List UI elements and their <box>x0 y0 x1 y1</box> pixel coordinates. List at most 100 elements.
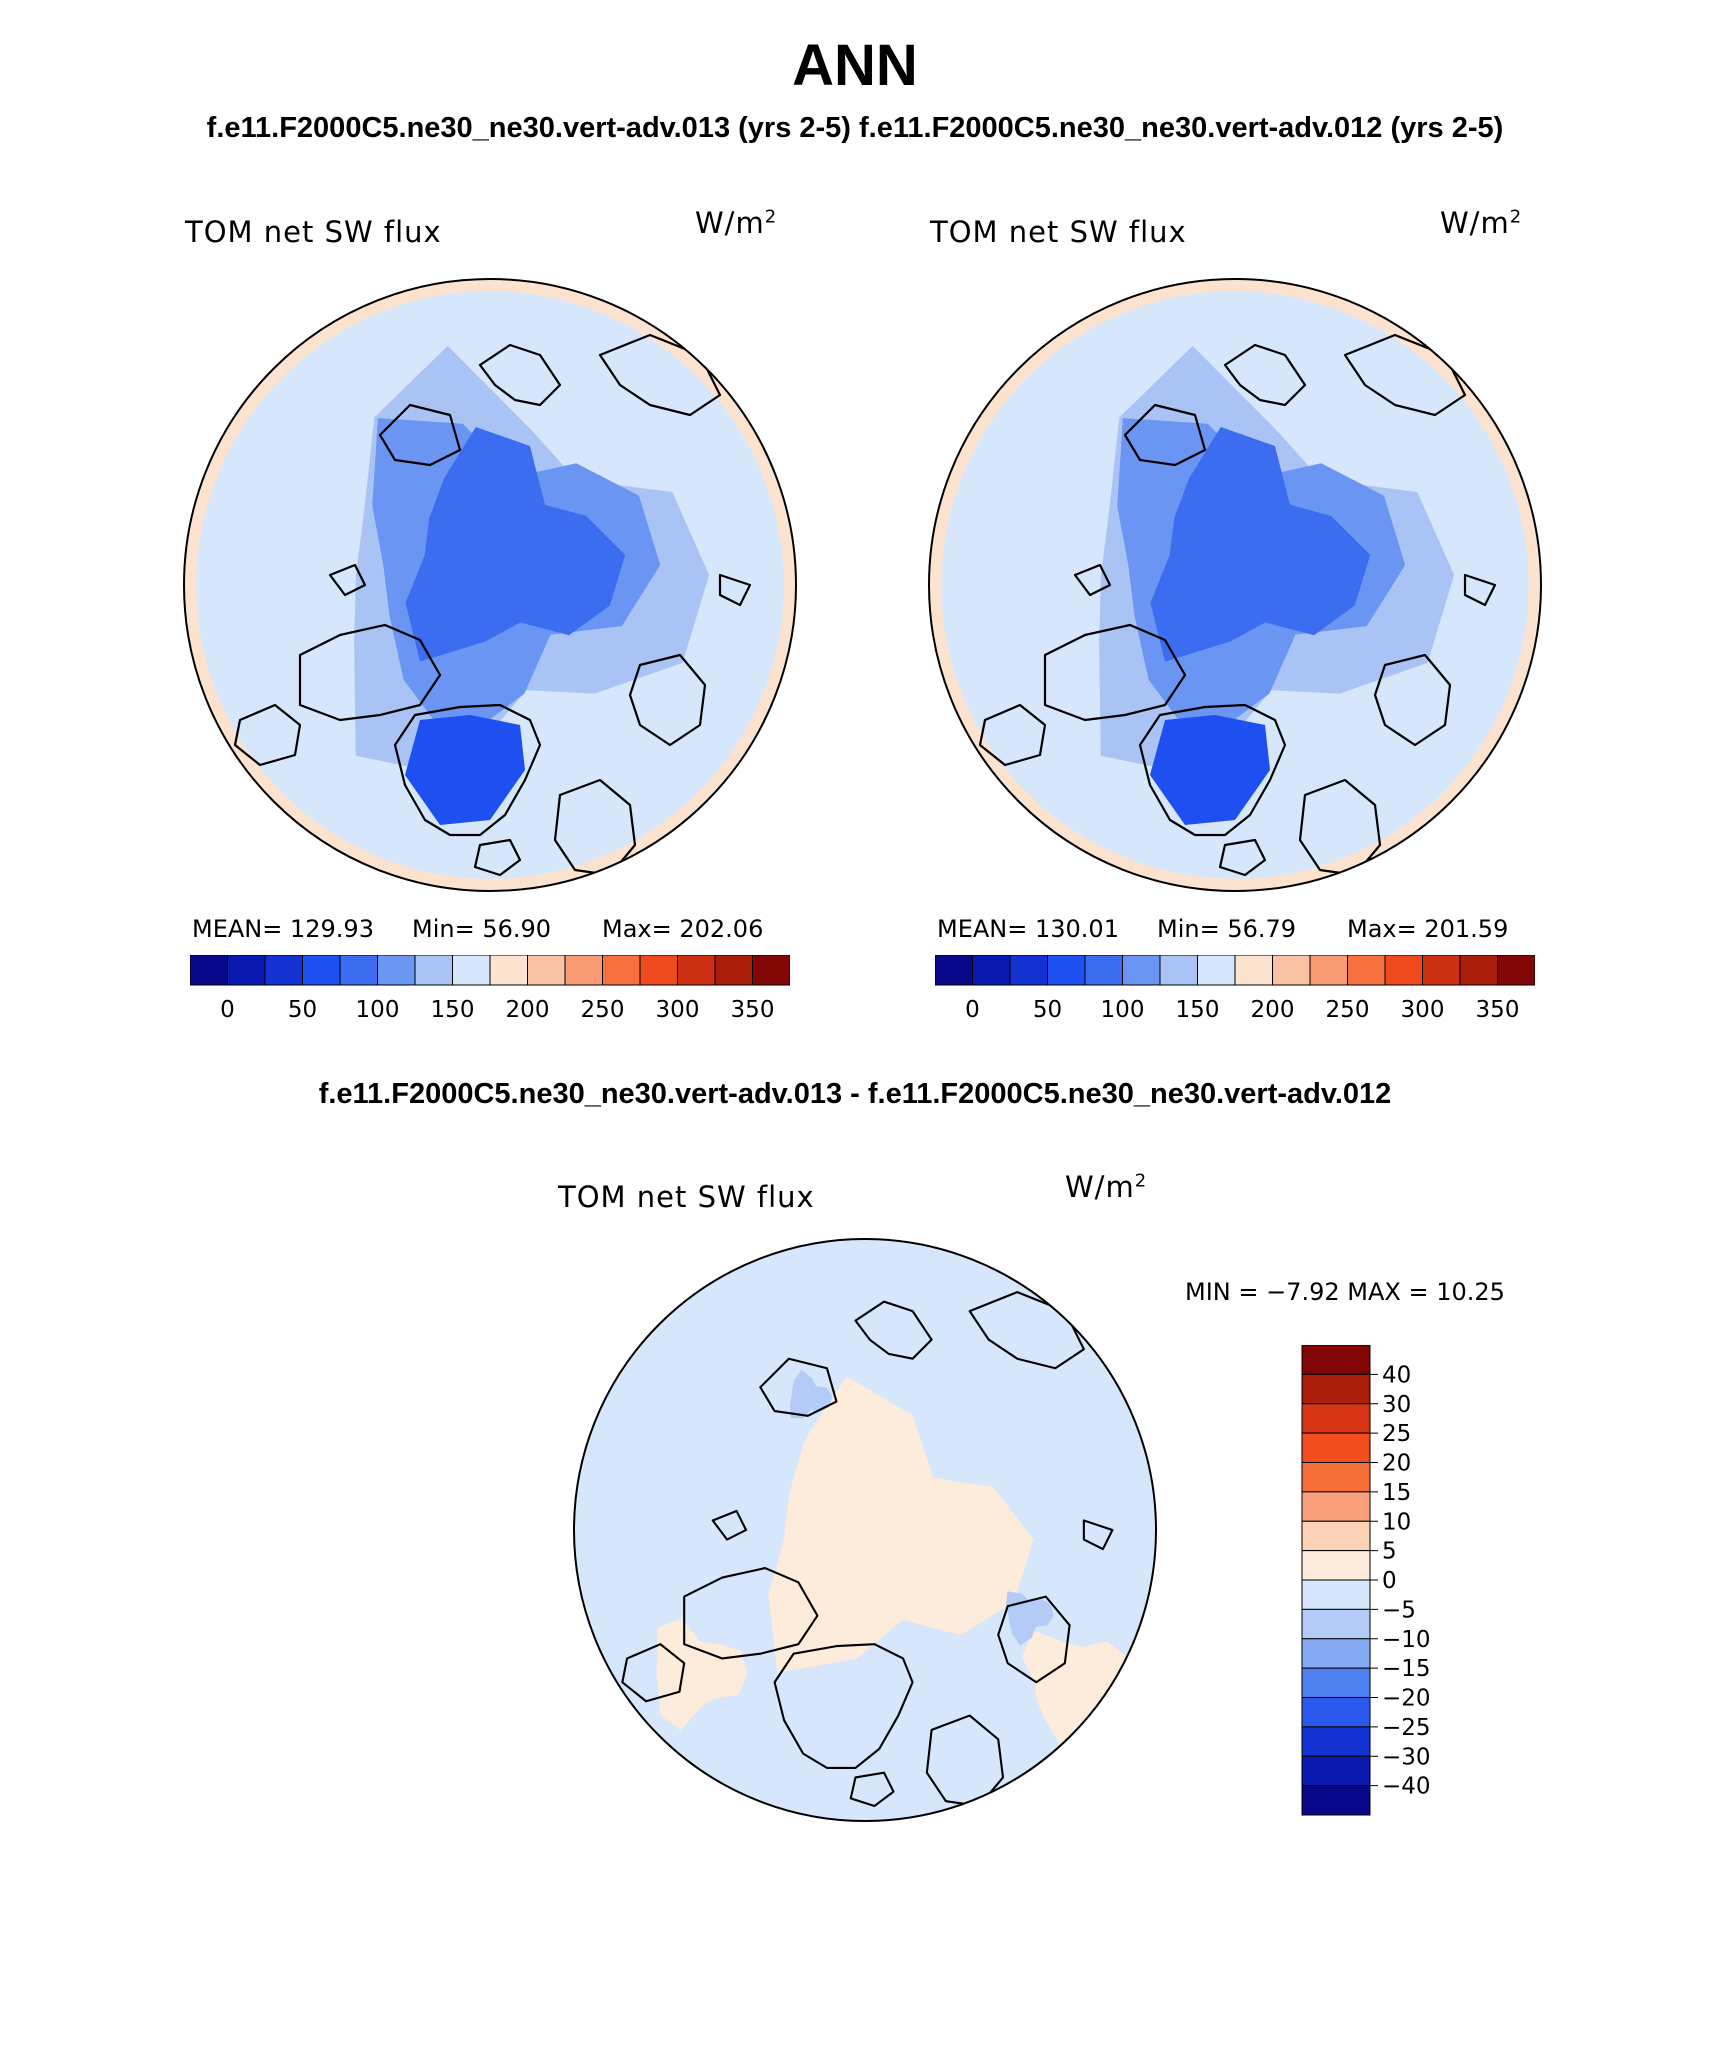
colorbar-swatch <box>264 955 303 986</box>
colorbar-tick-label: 10 <box>1382 1509 1411 1535</box>
colorbar-swatch <box>414 955 453 986</box>
colorbar-swatch <box>1301 1432 1371 1463</box>
panel1-polar-map <box>183 278 797 892</box>
panel1-colorbar: 0 50 100 150 200 250 300 350 <box>190 955 790 1023</box>
colorbar-swatch <box>1309 955 1348 986</box>
colorbar-tick-label: 20 <box>1382 1451 1411 1477</box>
colorbar-tick-label: 200 <box>506 997 550 1023</box>
coastline-outline <box>1343 333 1467 417</box>
colorbar-swatch <box>1234 955 1273 986</box>
colorbar-swatch <box>227 955 266 986</box>
coastline-outline <box>1073 563 1112 597</box>
colorbar-swatch <box>1301 1726 1371 1757</box>
colorbar-swatch <box>602 955 641 986</box>
colorbar-swatch <box>1301 1697 1371 1728</box>
panel2-min: Min= 56.79 <box>1157 915 1297 943</box>
field-band-50 <box>1150 715 1270 825</box>
colorbar-swatch <box>1301 1462 1371 1493</box>
coastline-outline <box>968 1291 1085 1370</box>
colorbar-swatch <box>1301 1755 1371 1787</box>
page-title: ANN <box>792 33 918 98</box>
coastline-outline <box>328 563 367 597</box>
panel1-max: Max= 202.06 <box>602 915 764 943</box>
coastline-outline <box>1082 1519 1114 1551</box>
colorbar-swatch <box>1459 955 1498 986</box>
colorbar-swatch <box>377 955 416 986</box>
colorbar-swatch <box>1301 1579 1371 1610</box>
colorbar-swatch <box>1301 1373 1371 1405</box>
diff-field-pos-3 <box>1022 1630 1134 1745</box>
colorbar-tick-label: 50 <box>1033 997 1062 1023</box>
colorbar-tick-label: 5 <box>1382 1539 1397 1565</box>
colorbar-tick-label: 0 <box>965 997 980 1023</box>
colorbar-swatch <box>1272 955 1311 986</box>
coastline-outline <box>233 703 302 767</box>
colorbar-tick-label: 30 <box>1382 1392 1411 1418</box>
coastline-outline <box>393 703 542 837</box>
colorbar-swatch <box>1301 1667 1371 1698</box>
colorbar-swatch <box>752 955 790 986</box>
coastline-outline <box>1373 653 1452 747</box>
coastline-outline <box>773 1643 914 1769</box>
coastline-outline <box>378 403 462 467</box>
coastline-outline <box>1223 343 1307 407</box>
coastline-outline <box>978 703 1047 767</box>
coastline-outline <box>854 1300 933 1360</box>
colorbar-tick-label: −20 <box>1382 1686 1431 1712</box>
colorbar-swatch <box>1159 955 1198 986</box>
colorbar-swatch <box>489 955 528 986</box>
colorbar-swatch <box>677 955 716 986</box>
difference-title: f.e11.F2000C5.ne30_ne30.vert-adv.013 - f… <box>318 1078 1392 1110</box>
colorbar-swatch <box>1497 955 1535 986</box>
colorbar-tick-label: 350 <box>1476 997 1520 1023</box>
coastline-outline <box>759 1357 838 1417</box>
map-boundary <box>928 278 1542 892</box>
field-band-75 <box>405 427 626 662</box>
diff-colorbar: 40 30 25 20 15 10 5 0 −5 −10 −15 −20 −25 −30 −40 <box>1301 1345 1431 1816</box>
colorbar-swatch <box>1084 955 1123 986</box>
colorbar-swatch <box>1301 1638 1371 1669</box>
colorbar-swatch <box>1301 1550 1371 1581</box>
colorbar-tick-label: 25 <box>1382 1421 1411 1447</box>
coastline-outline <box>1218 838 1267 877</box>
colorbar-swatch <box>935 955 973 986</box>
panel2-polar-map <box>928 278 1542 892</box>
colorbar-swatch <box>339 955 378 986</box>
coastline-outline <box>683 1567 819 1660</box>
panel2-mean: MEAN= 130.01 <box>937 915 1119 943</box>
colorbar-tick-label: 200 <box>1251 997 1295 1023</box>
map-boundary <box>573 1238 1157 1822</box>
colorbar-tick-label: −40 <box>1382 1774 1431 1800</box>
colorbar-swatch <box>564 955 603 986</box>
colorbar-tick-label: −30 <box>1382 1744 1431 1770</box>
colorbar-tick-label: −15 <box>1382 1656 1431 1682</box>
colorbar-swatch <box>639 955 678 986</box>
colorbar-swatch <box>1301 1345 1371 1375</box>
colorbar-swatch <box>1301 1491 1371 1522</box>
panel2-colorbar: 0 50 100 150 200 250 300 350 <box>935 955 1535 1023</box>
colorbar-tick-label: 350 <box>731 997 775 1023</box>
colorbar-tick-label: 0 <box>220 997 235 1023</box>
colorbar-swatch <box>1301 1403 1371 1434</box>
case-subtitle: f.e11.F2000C5.ne30_ne30.vert-adv.013 (yr… <box>206 112 1504 144</box>
coastline-outline <box>1463 573 1497 607</box>
map-boundary <box>183 278 797 892</box>
panel2-units: W/m2 <box>1440 206 1523 240</box>
colorbar-swatch <box>1047 955 1086 986</box>
colorbar-swatch <box>1009 955 1048 986</box>
colorbar-tick-label: 0 <box>1382 1568 1397 1594</box>
colorbar-tick-label: 15 <box>1382 1480 1411 1506</box>
colorbar-swatch <box>972 955 1011 986</box>
colorbar-swatch <box>1347 955 1386 986</box>
panel1-units: W/m2 <box>695 206 778 240</box>
colorbar-tick-label: 50 <box>288 997 317 1023</box>
panel1-variable-label: TOM net SW flux <box>185 215 442 249</box>
colorbar-swatch <box>527 955 566 986</box>
colorbar-tick-label: 300 <box>656 997 700 1023</box>
colorbar-tick-label: 300 <box>1401 997 1445 1023</box>
colorbar-tick-label: 40 <box>1382 1362 1411 1388</box>
panel2-variable-label: TOM net SW flux <box>930 215 1187 249</box>
colorbar-swatch <box>1384 955 1423 986</box>
panel1-mean: MEAN= 129.93 <box>192 915 374 943</box>
colorbar-swatch <box>1301 1608 1371 1640</box>
